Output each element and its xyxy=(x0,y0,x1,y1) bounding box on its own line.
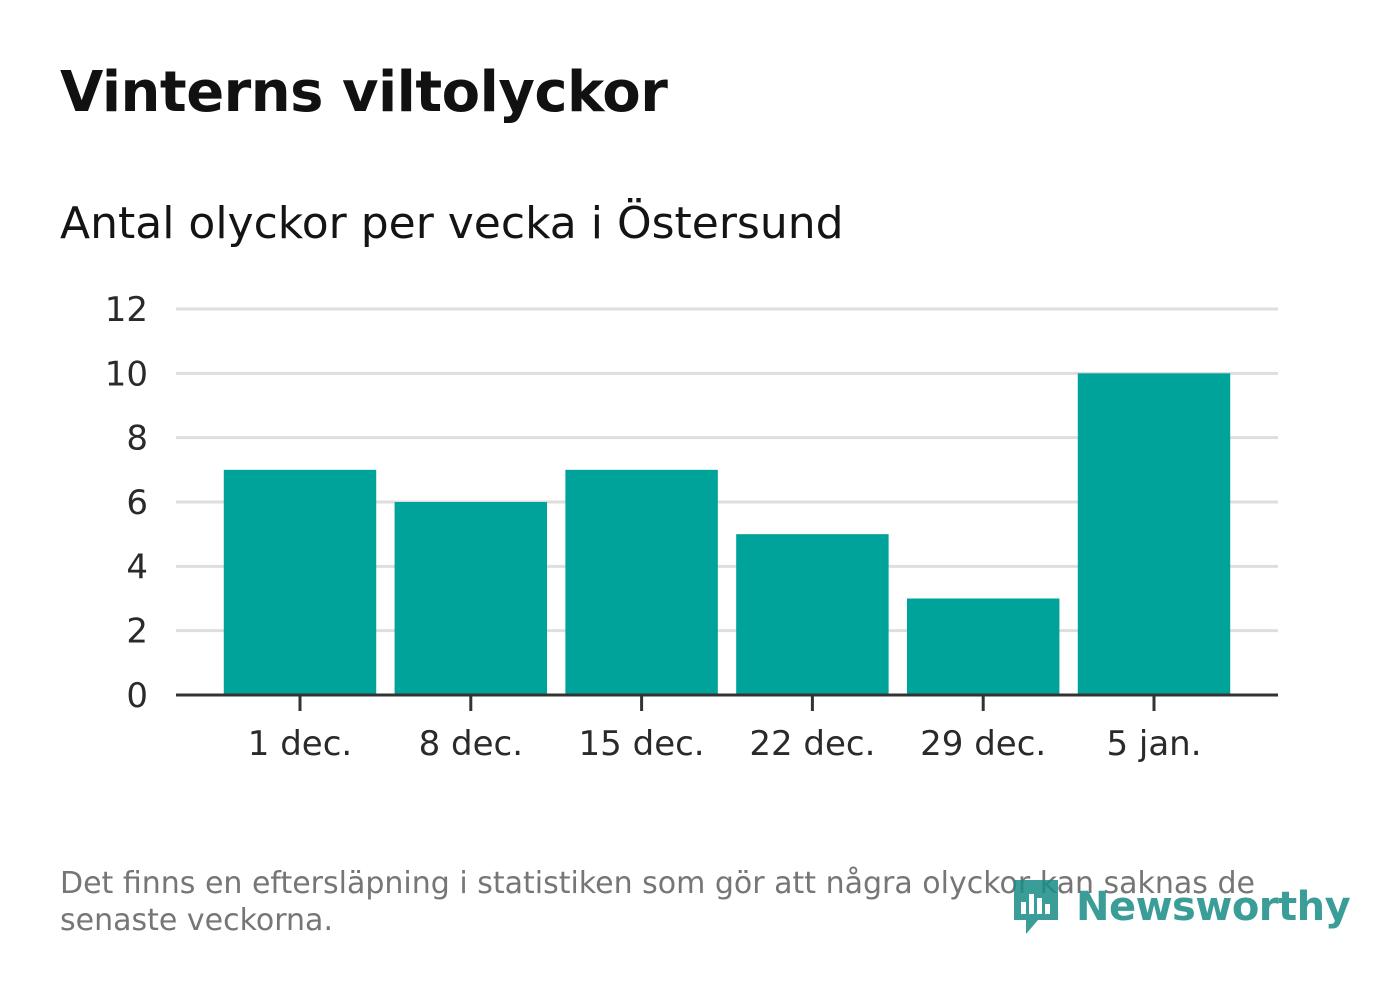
x-tick-label: 8 dec. xyxy=(419,724,523,764)
bar xyxy=(223,469,377,695)
x-tick-label: 29 dec. xyxy=(920,724,1046,764)
axes xyxy=(176,693,1278,711)
bar xyxy=(1077,373,1231,695)
bar xyxy=(906,598,1060,695)
y-tick-label: 8 xyxy=(126,419,148,459)
y-tick-label: 10 xyxy=(105,354,148,394)
chart-title: Vinterns viltolyckor xyxy=(60,60,668,125)
y-tick-label: 2 xyxy=(126,612,148,652)
y-tick-label: 12 xyxy=(105,290,148,330)
chart-subtitle: Antal olyckor per vecka i Östersund xyxy=(60,198,844,249)
bars xyxy=(223,373,1231,695)
x-tick-label: 22 dec. xyxy=(749,724,875,764)
y-tick-label: 0 xyxy=(126,676,148,716)
bar xyxy=(394,502,548,695)
brand-name: Newsworthy xyxy=(1076,884,1351,930)
x-tick-label: 15 dec. xyxy=(579,724,705,764)
bar xyxy=(565,469,718,695)
x-tick-label: 1 dec. xyxy=(248,724,352,764)
y-tick-label: 4 xyxy=(126,547,148,587)
brand-logo: Newsworthy xyxy=(1010,876,1351,938)
x-tick-label: 5 jan. xyxy=(1106,724,1201,764)
tick-labels: 0 2 4 6 8 10 12 1 dec. 8 dec. 15 dec. 22 dec. 29 de… xyxy=(105,290,1202,764)
chart-bubble-icon xyxy=(1014,880,1058,934)
y-tick-label: 6 xyxy=(126,483,148,523)
bar xyxy=(736,534,889,695)
